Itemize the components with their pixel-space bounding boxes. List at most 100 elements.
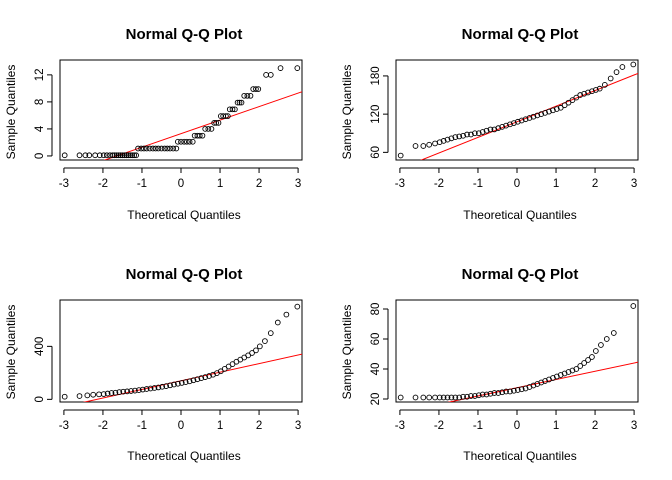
qq-point [173,145,180,152]
plot-frame [59,59,303,161]
qq-point [412,143,419,149]
x-tick-label: 1 [217,178,223,190]
x-axis: -3 -2 -1 0 1 2 3 [395,409,637,432]
qq-point [111,152,118,159]
qq-point [90,391,97,398]
qq-point [499,389,506,396]
qq-point [503,122,509,129]
qq-point [592,87,599,93]
qq-point [159,383,166,390]
qq-point [267,330,274,336]
qq-point [267,72,274,78]
qq-point [244,92,251,99]
qq-point [143,386,150,392]
qq-point [436,139,443,146]
qq-point [607,75,614,82]
qq-point [412,394,419,401]
qq-point [147,385,154,392]
qq-point [561,102,568,109]
qq-point [283,311,290,318]
qq-point [557,104,564,111]
qq-point [61,152,68,159]
qq-point [255,86,262,92]
qq-point [249,350,255,356]
qq-point [503,388,509,395]
qq-reference-line [103,91,302,160]
x-tick-label: -2 [434,178,444,190]
qq-point [534,112,541,119]
qq-point [483,127,490,134]
x-tick-label: -3 [395,178,405,190]
x-tick-label: 3 [631,420,637,432]
qq-point [124,388,130,395]
qq-point [247,92,254,99]
qq-point [483,391,490,398]
qq-point [178,380,185,386]
x-axis-label: Theoretical Quantiles [463,449,576,463]
qq-point [487,390,494,397]
qq-point [546,108,552,115]
qq-point [530,113,537,120]
y-axis: 60 120 180 [370,66,389,159]
panel-title: Normal Q-Q Plot [462,26,579,43]
qq-point [456,133,463,140]
qq-point [565,99,572,106]
qq-point [167,145,173,152]
qq-point [129,152,136,159]
qq-panel-bottom-right: Normal Q-Q Plot Theoretical Quantiles Sa… [340,266,639,463]
qq-point [577,363,584,369]
x-axis: -3 -2 -1 0 1 2 3 [59,409,301,432]
qq-point [274,319,281,326]
qq-point [491,390,498,396]
x-tick-label: 1 [553,178,559,190]
qq-point [464,131,470,138]
qq-point [426,394,433,401]
qq-point [198,375,205,382]
qq-point [598,342,604,348]
qq-point [262,338,268,344]
qq-point [526,115,533,121]
qq-point [522,116,529,123]
qq-point [96,391,102,398]
qq-point [487,126,494,133]
qq-point [577,92,584,98]
qq-point [507,388,513,395]
qq-point [127,152,134,159]
qq-point [569,97,576,103]
qq-point [132,387,138,394]
qq-point [471,393,478,399]
y-tick-label: 0 [34,396,46,402]
qq-point [116,389,123,395]
qq-point [550,107,556,114]
x-tick-label: 3 [631,178,637,190]
qq-point [475,392,482,399]
x-tick-label: -1 [473,420,483,432]
qq-point [294,65,301,71]
qq-point [495,390,502,396]
qq-point [76,393,83,399]
y-tick-label: 120 [370,105,382,124]
qq-point [155,145,162,152]
qq-point [397,394,404,401]
qq-point [190,377,197,384]
qq-points [397,303,637,401]
qq-point [170,145,177,152]
qq-point [440,138,447,144]
qq-point [86,152,93,159]
qq-point [119,152,126,159]
qq-point [603,336,610,342]
x-tick-label: -3 [59,178,69,190]
qq-point [152,145,159,152]
qq-point [294,303,301,310]
qq-point [479,391,486,398]
x-tick-label: 0 [514,178,520,190]
qq-point [181,138,187,145]
qq-point [475,130,482,137]
qq-point [108,390,115,396]
qq-point [444,136,451,143]
qq-point [194,376,201,383]
qq-point [61,393,68,400]
x-axis-label: Theoretical Quantiles [463,208,576,222]
qq-point [96,152,103,159]
qq-point [464,393,470,400]
